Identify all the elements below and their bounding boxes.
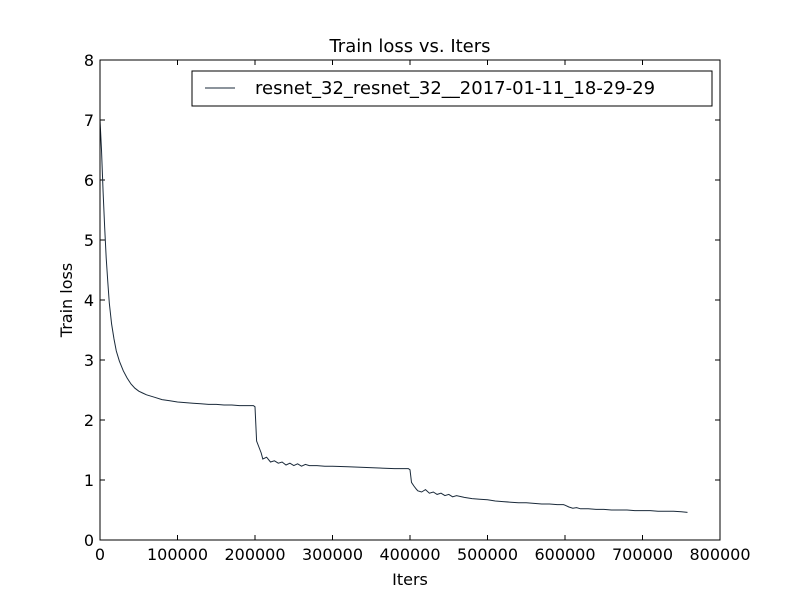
- y-tick-label: 0: [84, 531, 94, 550]
- y-tick-label: 5: [84, 231, 94, 250]
- series-lines: [99, 119, 688, 513]
- x-tick-label: 100000: [147, 545, 208, 564]
- x-tick-label: 600000: [534, 545, 595, 564]
- y-tick-label: 2: [84, 411, 94, 430]
- y-tick-label: 3: [84, 351, 94, 370]
- x-tick-label: 300000: [302, 545, 363, 564]
- plot-frame: [99, 59, 721, 541]
- x-tick-label: 700000: [612, 545, 673, 564]
- legend: resnet_32_resnet_32__2017-01-11_18-29-29: [191, 70, 713, 107]
- y-axis-label: Train loss: [57, 263, 76, 338]
- plot-area: [100, 60, 720, 540]
- y-tick-label: 6: [84, 171, 94, 190]
- y-tick-label: 4: [84, 291, 94, 310]
- series-line: [99, 119, 688, 513]
- chart-title: Train loss vs. Iters: [328, 36, 490, 57]
- y-tick-label: 8: [84, 51, 94, 70]
- legend-box: [191, 70, 713, 107]
- y-tick-label: 1: [84, 471, 94, 490]
- x-tick-label: 800000: [689, 545, 750, 564]
- x-tick-label: 400000: [379, 545, 440, 564]
- legend-entry-label: resnet_32_resnet_32__2017-01-11_18-29-29: [255, 78, 655, 99]
- x-tick-label: 500000: [457, 545, 518, 564]
- axis-ticks: 0 100000 200000 300000 400000 500000 600000 700…: [84, 51, 751, 564]
- x-axis-label: Iters: [392, 570, 428, 589]
- y-tick-label: 7: [84, 111, 94, 130]
- x-tick-label: 200000: [224, 545, 285, 564]
- x-tick-label: 0: [95, 545, 105, 564]
